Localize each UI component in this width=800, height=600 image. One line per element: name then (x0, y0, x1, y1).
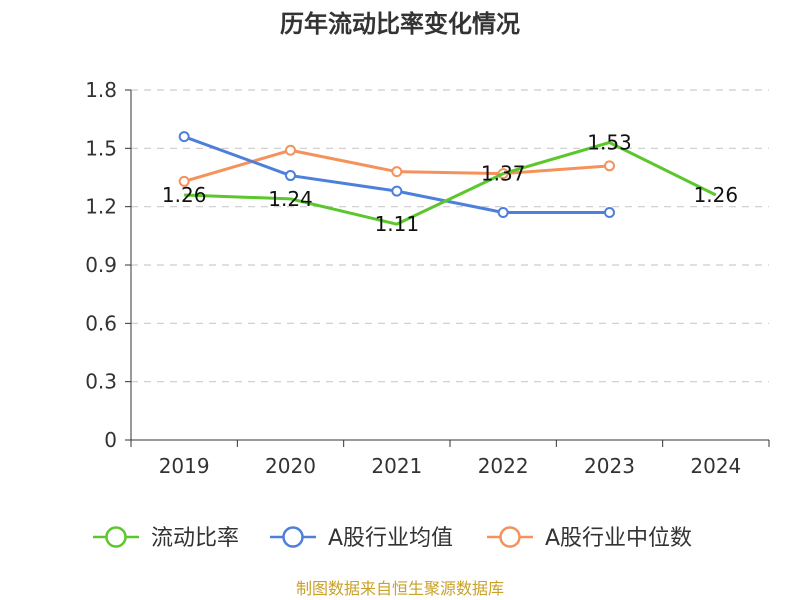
data-point (178, 175, 190, 187)
y-tick-label: 1.8 (85, 78, 117, 102)
legend-item: A股行业中位数 (487, 526, 692, 551)
data-point (285, 144, 296, 156)
legend: 流动比率 A股行业均值 A股行业中位数 (93, 526, 692, 551)
data-label: 1.24 (268, 187, 313, 211)
legend-label: A股行业中位数 (545, 526, 692, 551)
legend-item: A股行业均值 (270, 526, 453, 551)
legend-marker (105, 526, 127, 548)
y-tick-label: 0 (104, 428, 117, 452)
legend-item: 流动比率 (93, 526, 239, 551)
series-group (178, 131, 717, 226)
data-point (497, 207, 509, 218)
source-note: 制图数据来自恒生聚源数据库 (296, 579, 504, 598)
data-point (285, 170, 296, 182)
y-tick-label: 1.5 (85, 136, 117, 160)
legend-label: A股行业均值 (328, 526, 453, 551)
y-tick-label: 0.6 (85, 311, 117, 335)
y-tick-label: 0.3 (85, 370, 117, 394)
x-tick-label: 2022 (478, 454, 529, 478)
legend-marker (499, 526, 521, 548)
chart-title: 历年流动比率变化情况 (280, 10, 520, 38)
data-label: 1.26 (694, 183, 739, 207)
x-tick-label: 2024 (690, 454, 741, 478)
x-tick-label: 2021 (371, 454, 422, 478)
series-0 (184, 141, 717, 226)
data-point (391, 166, 403, 178)
series-line (184, 141, 717, 226)
data-point (604, 207, 615, 218)
grid-lines (131, 89, 769, 383)
data-label: 1.11 (375, 212, 420, 236)
x-tick-label: 2020 (265, 454, 316, 478)
data-point (604, 160, 615, 172)
y-tick-label: 0.9 (85, 253, 117, 277)
data-label: 1.26 (162, 183, 207, 207)
series-1 (178, 131, 615, 218)
y-tick-label: 1.2 (85, 195, 117, 219)
axes: 0 0.3 0.6 0.9 1.2 1.5 1.8 2019 2020 2021 2022 2023 2… (85, 78, 770, 478)
legend-marker (282, 526, 304, 548)
data-point (178, 131, 190, 143)
data-label: 1.37 (481, 162, 526, 186)
x-tick-label: 2023 (584, 454, 635, 478)
data-label: 1.53 (587, 131, 632, 155)
series-2 (178, 144, 615, 187)
data-point (391, 185, 403, 197)
x-tick-label: 2019 (159, 454, 210, 478)
legend-label: 流动比率 (151, 526, 239, 551)
data-labels: 1.26 1.24 1.11 1.37 1.53 1.26 (162, 131, 738, 237)
